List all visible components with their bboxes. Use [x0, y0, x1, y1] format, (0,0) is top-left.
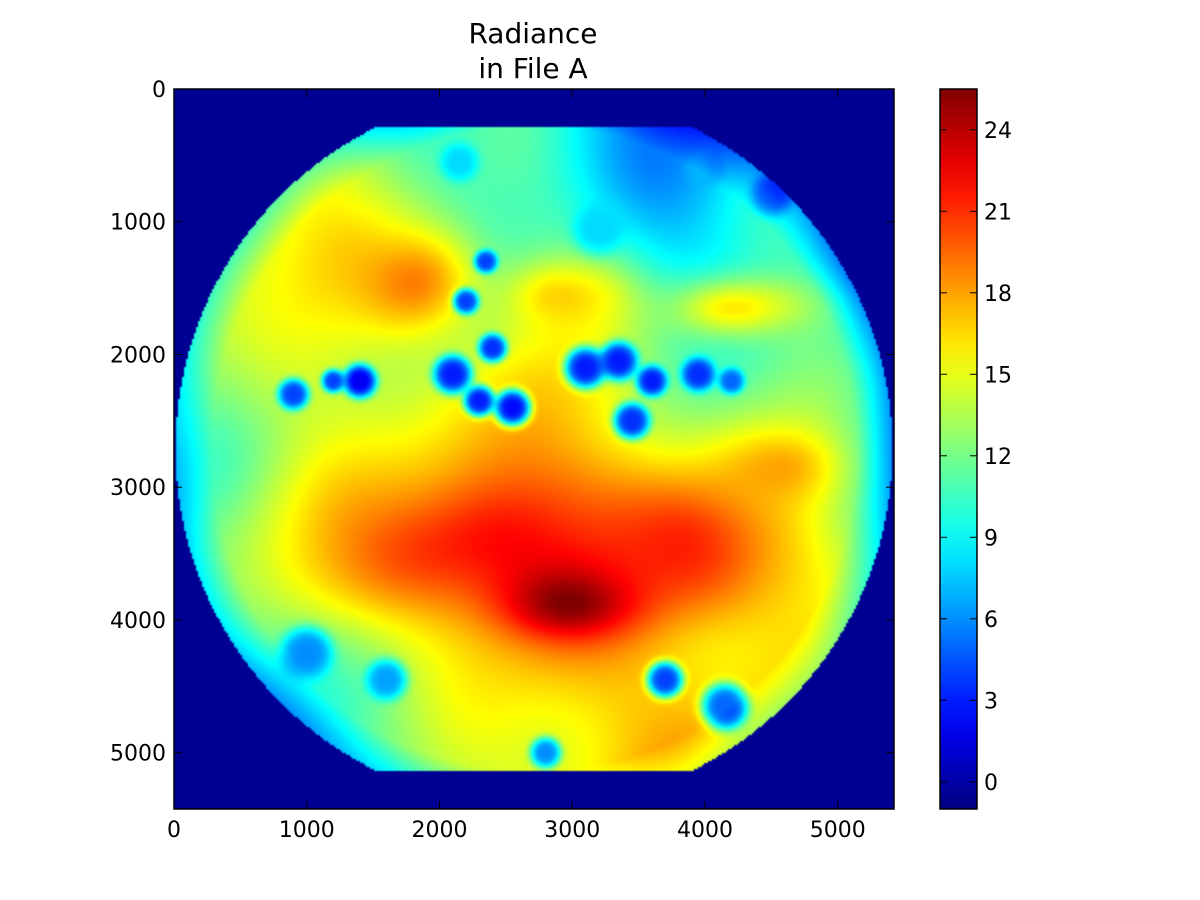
colorbar-tick-label: 6	[984, 608, 998, 633]
y-axis: 0 1000 2000 3000 4000 5000	[110, 78, 894, 767]
colorbar-tick-label: 18	[984, 282, 1012, 307]
x-tick-label: 4000	[677, 818, 733, 843]
colorbar-frame	[939, 88, 978, 810]
y-tick-label: 2000	[110, 343, 166, 368]
colorbar-tick-label: 0	[984, 771, 998, 796]
x-tick-label: 2000	[411, 818, 467, 843]
colorbar-ticks: 0 3 6 9 12 15 18 21 24	[940, 119, 1012, 796]
colorbar-tick-label: 15	[984, 363, 1012, 388]
plot-frame	[173, 88, 895, 810]
x-tick-label: 1000	[279, 818, 335, 843]
y-tick-label: 3000	[110, 476, 166, 501]
chart-title-line-1: Radiance	[468, 17, 597, 50]
y-tick-label: 1000	[110, 211, 166, 236]
y-tick-label: 0	[152, 78, 166, 103]
colorbar-tick-label: 3	[984, 689, 998, 714]
colorbar-tick-label: 21	[984, 200, 1012, 225]
colorbar: 0 3 6 9 12 15 18 21 24	[939, 88, 1012, 810]
y-tick-label: 4000	[110, 609, 166, 634]
x-tick-label: 3000	[544, 818, 600, 843]
heatmap-image	[174, 89, 894, 809]
colorbar-gradient	[940, 89, 977, 809]
plot-area: 0 1000 2000 3000 4000 5000 0 1000 2000 3000 4000 5…	[110, 78, 895, 843]
x-axis: 0 1000 2000 3000 4000 5000	[167, 89, 866, 843]
chart-title-line-2: in File A	[478, 52, 587, 85]
x-tick-label: 5000	[810, 818, 866, 843]
colorbar-tick-label: 24	[984, 119, 1012, 144]
colorbar-tick-label: 12	[984, 445, 1012, 470]
y-tick-label: 5000	[110, 742, 166, 767]
x-tick-label: 0	[167, 818, 181, 843]
colorbar-tick-label: 9	[984, 526, 998, 551]
